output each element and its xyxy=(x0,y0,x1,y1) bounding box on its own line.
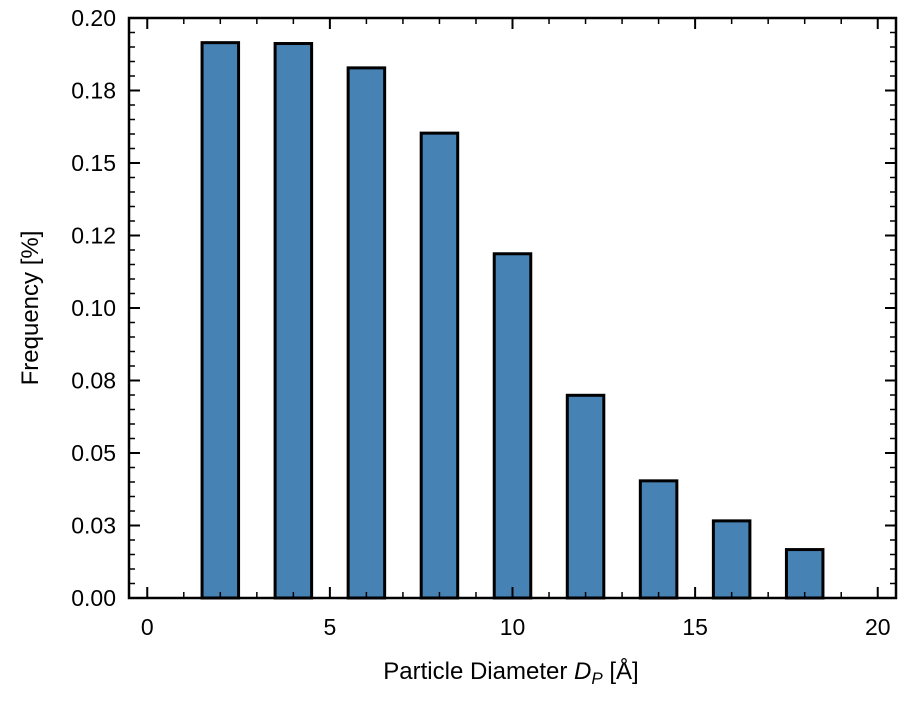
bar xyxy=(200,41,241,600)
x-axis-label-text: Particle Diameter xyxy=(383,658,574,685)
x-tick-label: 5 xyxy=(323,614,336,640)
x-axis-label-unit: [Å] xyxy=(603,657,639,685)
bar xyxy=(711,519,752,600)
bar xyxy=(346,66,387,600)
x-axis-label: Particle Diameter DP [Å] xyxy=(383,657,638,688)
bar xyxy=(638,479,679,600)
y-tick-label: 0.20 xyxy=(71,5,116,31)
y-tick-label: 0.00 xyxy=(71,585,116,611)
y-tick-label: 0.08 xyxy=(71,368,116,394)
tick-labels-layer: 0 5 10 15 20 0.00 0.03 0.05 0.08 0.10 0.12 0.15 0.18… xyxy=(71,5,890,640)
y-axis-label: Frequency [%] xyxy=(17,231,44,386)
y-tick-label: 0.03 xyxy=(71,513,116,539)
bars-layer xyxy=(200,41,825,600)
x-axis-label-subscript: P xyxy=(591,669,603,688)
y-tick-label: 0.15 xyxy=(71,150,116,176)
x-tick-label: 10 xyxy=(500,614,526,640)
y-tick-label: 0.05 xyxy=(71,440,116,466)
y-tick-label: 0.12 xyxy=(71,223,116,249)
x-tick-label: 20 xyxy=(865,614,891,640)
y-tick-label: 0.10 xyxy=(71,295,116,321)
x-tick-label: 0 xyxy=(141,614,154,640)
x-axis-label-symbol: D xyxy=(574,658,591,685)
plot-frame xyxy=(127,16,898,600)
bar xyxy=(784,548,825,600)
bar xyxy=(419,131,460,600)
bar xyxy=(273,42,314,600)
bar xyxy=(565,393,606,600)
y-tick-label: 0.18 xyxy=(71,78,116,104)
bar xyxy=(492,252,533,600)
x-tick-label: 15 xyxy=(682,614,708,640)
